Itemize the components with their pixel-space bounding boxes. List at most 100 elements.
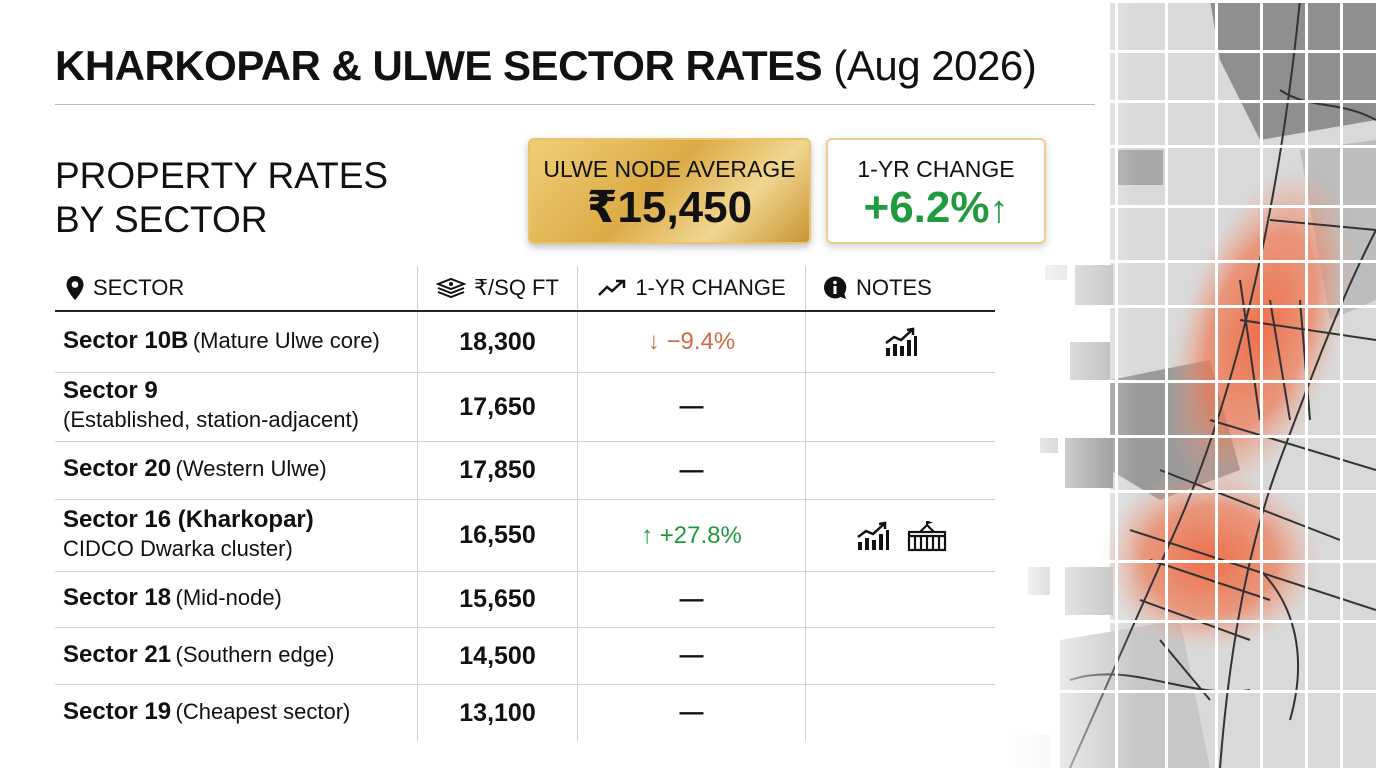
change-cell: — bbox=[577, 685, 805, 741]
info-icon bbox=[824, 276, 847, 299]
sector-description: (Mid-node) bbox=[175, 585, 282, 610]
one-year-change-label: 1-YR CHANGE bbox=[857, 156, 1015, 182]
sector-text: Sector 20 (Western Ulwe) bbox=[63, 456, 327, 485]
change-value: — bbox=[679, 699, 704, 726]
sector-cell: Sector 10B (Mature Ulwe core) bbox=[55, 312, 417, 372]
section-heading: PROPERTY RATES BY SECTOR bbox=[55, 154, 455, 242]
sector-text: Sector 10B (Mature Ulwe core) bbox=[63, 326, 380, 357]
change-value: — bbox=[679, 456, 704, 484]
sector-text: Sector 16 (Kharkopar) CIDCO Dwarka cluste… bbox=[63, 505, 314, 565]
column-header-sector-label: SECTOR bbox=[93, 275, 185, 300]
sector-name: Sector 9 bbox=[63, 377, 158, 404]
rate-cell: 15,650 bbox=[417, 572, 577, 627]
change-cell: — bbox=[577, 572, 805, 627]
rate-cell: 18,300 bbox=[417, 312, 577, 372]
sector-cell: Sector 9 (Established, station-adjacent) bbox=[55, 373, 417, 441]
node-average-value: ₹15,450 bbox=[586, 183, 753, 232]
column-header-change-label: 1-YR CHANGE bbox=[635, 275, 786, 300]
trend-up-icon bbox=[598, 279, 626, 296]
rate-value: 15,650 bbox=[459, 585, 536, 613]
table-row: Sector 10B (Mature Ulwe core) 18,300 ↓ −… bbox=[55, 312, 995, 373]
sector-description: CIDCO Dwarka cluster) bbox=[63, 535, 293, 561]
rate-value: 17,850 bbox=[459, 456, 536, 484]
notes-cell bbox=[805, 312, 995, 372]
sector-name: Sector 21 bbox=[63, 640, 172, 668]
sector-name: Sector 19 bbox=[63, 697, 172, 725]
change-cell: ↓ −9.4% bbox=[577, 312, 805, 372]
sector-name: Sector 10B bbox=[63, 326, 189, 354]
notes-cell bbox=[805, 685, 995, 741]
sector-cell: Sector 19 (Cheapest sector) bbox=[55, 685, 417, 741]
rate-cell: 17,650 bbox=[417, 373, 577, 441]
rate-cell: 13,100 bbox=[417, 685, 577, 741]
change-value: — bbox=[679, 642, 704, 669]
sector-description: (Cheapest sector) bbox=[175, 698, 351, 724]
sector-cell: Sector 16 (Kharkopar) CIDCO Dwarka cluste… bbox=[55, 500, 417, 571]
notes-cell bbox=[805, 373, 995, 441]
sector-text: Sector 9 (Established, station-adjacent) bbox=[63, 378, 359, 436]
sector-name: Sector 18 bbox=[63, 584, 172, 611]
notes-cell bbox=[805, 442, 995, 499]
change-value: — bbox=[679, 393, 704, 420]
column-header-change: 1-YR CHANGE bbox=[577, 266, 805, 310]
sector-description: (Western Ulwe) bbox=[175, 456, 327, 481]
growth-chart-icon bbox=[856, 521, 889, 550]
rate-value: 16,550 bbox=[459, 521, 536, 549]
notes-cell bbox=[805, 628, 995, 684]
table-row: Sector 9 (Established, station-adjacent) … bbox=[55, 373, 995, 442]
sector-description: (Southern edge) bbox=[175, 641, 335, 667]
rate-value: 17,650 bbox=[459, 392, 536, 421]
sector-name: Sector 20 bbox=[63, 455, 172, 482]
change-value: — bbox=[679, 585, 704, 613]
sector-description: (Established, station-adjacent) bbox=[63, 407, 359, 432]
sector-name: Sector 16 (Kharkopar) bbox=[63, 505, 314, 533]
up-arrow-icon: ↑ bbox=[989, 189, 1009, 231]
sector-description: (Mature Ulwe core) bbox=[192, 327, 380, 353]
rate-value: 14,500 bbox=[459, 641, 536, 670]
change-value: ↓ −9.4% bbox=[647, 328, 736, 355]
table-row: Sector 21 (Southern edge) 14,500 — bbox=[55, 628, 995, 685]
title-date: (Aug 2026) bbox=[833, 42, 1037, 89]
one-year-change-card: 1-YR CHANGE +6.2%↑ bbox=[826, 138, 1046, 244]
notes-cell bbox=[805, 572, 995, 627]
one-year-change-value-wrap: +6.2%↑ bbox=[828, 183, 1044, 235]
table-row: Sector 16 (Kharkopar) CIDCO Dwarka cluste… bbox=[55, 500, 995, 572]
rate-value: 18,300 bbox=[459, 327, 536, 356]
sector-rates-table: SECTOR ₹/SQ FT 1-YR CHANGE NOTES Sector … bbox=[55, 266, 995, 741]
node-average-label: ULWE NODE AVERAGE bbox=[543, 156, 796, 182]
rate-cell: 14,500 bbox=[417, 628, 577, 684]
housing-complex-icon bbox=[907, 520, 946, 551]
sector-cell: Sector 18 (Mid-node) bbox=[55, 572, 417, 627]
growth-chart-icon bbox=[884, 327, 917, 356]
section-heading-line-2: BY SECTOR bbox=[55, 199, 268, 240]
rate-value: 13,100 bbox=[459, 698, 536, 727]
sector-map-illustration bbox=[1010, 0, 1376, 768]
column-header-notes: NOTES bbox=[805, 266, 995, 310]
notes-cell bbox=[805, 500, 995, 571]
column-header-sector: SECTOR bbox=[55, 266, 417, 310]
change-cell: — bbox=[577, 442, 805, 499]
page-title: KHARKOPAR & ULWE SECTOR RATES (Aug 2026) bbox=[55, 40, 1037, 92]
section-heading-line-1: PROPERTY RATES bbox=[55, 155, 389, 196]
sector-text: Sector 21 (Southern edge) bbox=[63, 640, 335, 671]
title-divider bbox=[55, 104, 1095, 105]
sector-cell: Sector 21 (Southern edge) bbox=[55, 628, 417, 684]
change-value: ↑ +27.8% bbox=[641, 521, 742, 549]
map-pin-icon bbox=[66, 276, 84, 300]
money-stack-icon bbox=[436, 277, 467, 299]
column-header-rate-label: ₹/SQ FT bbox=[474, 275, 559, 300]
column-header-rate: ₹/SQ FT bbox=[417, 266, 577, 310]
rate-cell: 16,550 bbox=[417, 500, 577, 571]
change-cell: ↑ +27.8% bbox=[577, 500, 805, 571]
one-year-change-value: +6.2% bbox=[863, 183, 990, 232]
rate-cell: 17,850 bbox=[417, 442, 577, 499]
column-header-notes-label: NOTES bbox=[856, 275, 932, 300]
sector-text: Sector 18 (Mid-node) bbox=[63, 585, 282, 614]
table-row: Sector 19 (Cheapest sector) 13,100 — bbox=[55, 685, 995, 741]
title-main: KHARKOPAR & ULWE SECTOR RATES bbox=[55, 42, 823, 89]
node-average-card: ULWE NODE AVERAGE ₹15,450 bbox=[528, 138, 811, 244]
sector-text: Sector 19 (Cheapest sector) bbox=[63, 697, 351, 728]
change-cell: — bbox=[577, 628, 805, 684]
table-row: Sector 20 (Western Ulwe) 17,850 — bbox=[55, 442, 995, 500]
change-cell: — bbox=[577, 373, 805, 441]
